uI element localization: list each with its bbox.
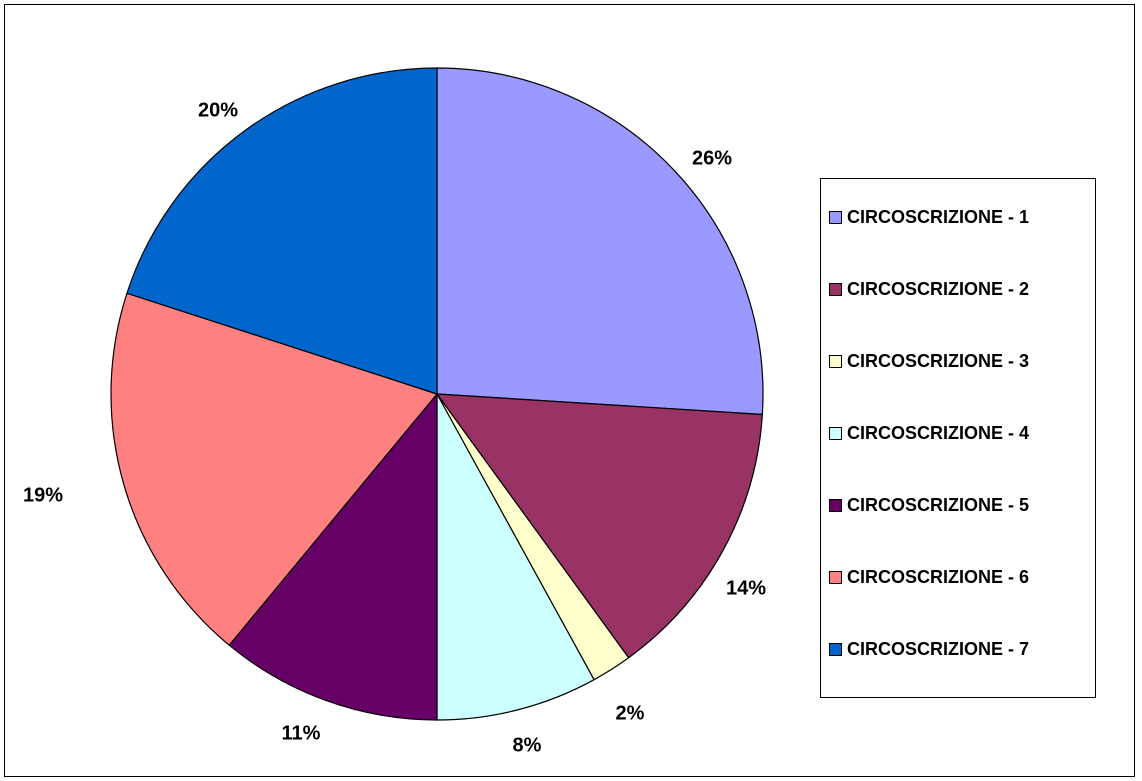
legend-label-7: CIRCOSCRIZIONE - 7 (847, 638, 1030, 659)
legend-swatch-2 (829, 282, 842, 296)
pie-slice-6 (110, 292, 439, 647)
legend-item-2: CIRCOSCRIZIONE - 2 (829, 274, 1029, 304)
legend-swatch-1 (829, 210, 842, 224)
pie-slice-2 (435, 393, 763, 659)
legend-swatch-3 (829, 354, 842, 368)
pie-slices (110, 67, 764, 721)
legend-label-4: CIRCOSCRIZIONE - 4 (847, 422, 1030, 443)
data-label-2: 14% (726, 577, 766, 599)
data-label-5: 11% (282, 722, 321, 744)
legend-label-6: CIRCOSCRIZIONE - 6 (847, 566, 1030, 587)
legend-item-3: CIRCOSCRIZIONE - 3 (829, 346, 1029, 376)
legend-item-4: CIRCOSCRIZIONE - 4 (829, 418, 1029, 448)
data-label-4: 8% (513, 734, 542, 756)
legend-swatch-7 (829, 642, 842, 656)
data-label-1: 26% (692, 147, 732, 169)
legend-label-1: CIRCOSCRIZIONE - 1 (847, 206, 1030, 227)
legend-item-1: CIRCOSCRIZIONE - 1 (829, 202, 1029, 232)
data-label-6: 19% (23, 484, 63, 506)
legend-item-7: CIRCOSCRIZIONE - 7 (829, 634, 1029, 664)
pie-slice-1 (436, 67, 764, 416)
legend-item-6: CIRCOSCRIZIONE - 6 (829, 562, 1029, 592)
legend-label-5: CIRCOSCRIZIONE - 5 (847, 494, 1030, 515)
legend-swatch-5 (829, 498, 842, 512)
legend-swatch-4 (829, 426, 842, 440)
data-label-7: 20% (198, 99, 238, 121)
legend-swatch-6 (829, 570, 842, 584)
pie-data-labels: 26% 14% 2% 8% 11% 19% 20% (23, 99, 766, 756)
legend-label-3: CIRCOSCRIZIONE - 3 (847, 350, 1030, 371)
pie-slice-7 (126, 67, 438, 395)
pie-slice-4 (436, 393, 595, 721)
legend-label-2: CIRCOSCRIZIONE - 2 (847, 278, 1030, 299)
legend: CIRCOSCRIZIONE - 1 CIRCOSCRIZIONE - 2 CIRC… (820, 178, 1096, 698)
chart-area (4, 4, 1135, 777)
legend-item-5: CIRCOSCRIZIONE - 5 (829, 490, 1029, 520)
data-label-3: 2% (616, 702, 645, 724)
pie-slice-5 (228, 392, 438, 721)
